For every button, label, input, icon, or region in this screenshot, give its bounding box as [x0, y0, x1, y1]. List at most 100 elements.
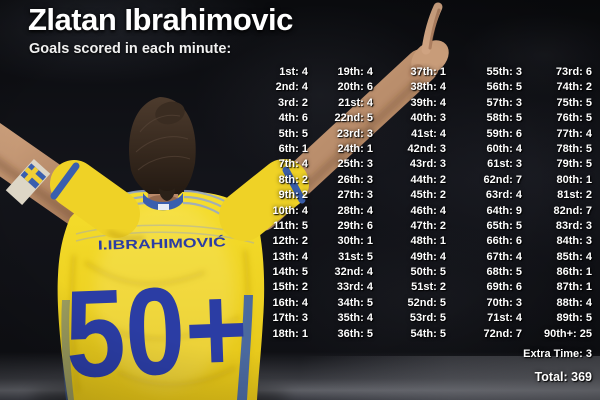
- collar-label: [158, 204, 169, 210]
- goals-table: 1st: 4 2nd: 4 3rd: 2 4th: 6 5th: 5 6th: 1 7th:…: [0, 65, 600, 345]
- goal-cell-72nd: 72nd: 7: [483, 327, 522, 340]
- head: [129, 97, 196, 211]
- goal-cell-33rd: 33rd: 4: [336, 281, 373, 294]
- goals-column-5: 73rd: 6 74th: 2 75th: 5 76th: 5 77th: 4 78th:…: [520, 65, 592, 342]
- goal-cell-66th: 66th: 6: [486, 235, 522, 248]
- torso-jersey: [57, 189, 265, 400]
- goal-cell-82nd: 82nd: 7: [553, 204, 592, 217]
- goal-cell-38th: 38th: 4: [410, 81, 446, 94]
- goal-cell-79th: 79th: 5: [556, 158, 592, 171]
- subtitle: Goals scored in each minute:: [29, 41, 232, 57]
- goal-cell-41st: 41st: 4: [411, 127, 446, 140]
- jersey-number: 50+: [63, 260, 250, 400]
- goal-cell-1st: 1st: 4: [279, 66, 308, 78]
- index-finger: [421, 2, 443, 55]
- goal-cell-61st: 61st: 3: [487, 158, 522, 171]
- goal-cell-80th: 80th: 1: [556, 173, 592, 186]
- goal-cell-71st: 71st: 4: [487, 312, 522, 325]
- goal-cell-7th: 7th: 4: [278, 158, 308, 171]
- jersey-name: I.IBRAHIMOVIĆ: [98, 234, 227, 252]
- goal-cell-47th: 47th: 2: [410, 219, 446, 232]
- hair-bun: [155, 101, 185, 125]
- goal-cell-57th: 57th: 3: [486, 96, 522, 109]
- goal-cell-40th: 40th: 3: [410, 112, 446, 125]
- collar: [143, 193, 183, 211]
- goal-cell-9th: 9th: 2: [278, 189, 308, 202]
- goal-cell-16th: 16th: 4: [272, 296, 308, 309]
- goal-cell-86th: 86th: 1: [556, 266, 592, 279]
- goal-cell-51st: 51st: 2: [411, 281, 446, 294]
- goal-cell-56th: 56th: 5: [486, 81, 522, 94]
- goal-cell-50th: 50th: 5: [410, 266, 446, 279]
- goals-column-4: 55th: 3 56th: 5 57th: 3 58th: 5 59th: 6 60th:…: [450, 65, 522, 342]
- goal-cell-39th: 39th: 4: [410, 96, 446, 109]
- goal-cell-84th: 84th: 3: [556, 235, 592, 248]
- jersey-side-stripe: [237, 295, 253, 400]
- goal-cell-37th: 37th: 1: [410, 66, 446, 78]
- goal-cell-62nd: 62nd: 7: [483, 173, 522, 186]
- goal-cell-22nd: 22nd: 5: [334, 112, 373, 125]
- goal-cell-85th: 85th: 4: [556, 250, 592, 263]
- goal-cell-73rd: 73rd: 6: [555, 66, 592, 78]
- goal-cell-48th: 48th: 1: [410, 235, 446, 248]
- goal-cell-23rd: 23rd: 3: [336, 127, 373, 140]
- total: Total: 369: [534, 370, 592, 384]
- goal-cell-24th: 24th: 1: [337, 142, 373, 155]
- goal-cell-32nd: 32nd: 4: [334, 266, 373, 279]
- ponytail: [159, 188, 175, 201]
- goal-cell-42nd: 42nd: 3: [407, 142, 446, 155]
- goal-cell-67th: 67th: 4: [486, 250, 522, 263]
- goal-cell-46th: 46th: 4: [410, 204, 446, 217]
- goal-cell-70th: 70th: 3: [486, 296, 522, 309]
- goal-cell-75th: 75th: 5: [556, 96, 592, 109]
- goal-cell-64th: 64th: 9: [486, 204, 522, 217]
- goal-cell-30th: 30th: 1: [337, 235, 373, 248]
- goal-cell-87th: 87th: 1: [556, 281, 592, 294]
- goal-cell-14th: 14th: 5: [272, 266, 308, 279]
- goal-cell-74th: 74th: 2: [556, 81, 592, 94]
- goal-cell-28th: 28th: 4: [337, 204, 373, 217]
- goal-cell-45th: 45th: 2: [410, 189, 446, 202]
- goal-cell-26th: 26th: 3: [337, 173, 373, 186]
- goal-cell-52nd: 52nd: 5: [407, 296, 446, 309]
- goal-cell-29th: 29th: 6: [337, 219, 373, 232]
- goal-cell-11th: 11th: 5: [273, 219, 308, 232]
- captain-armband: [5, 159, 51, 205]
- goal-cell-15th: 15th: 2: [272, 281, 308, 294]
- goal-cell-36th: 36th: 5: [337, 327, 373, 340]
- goal-cell-81st: 81st: 2: [557, 189, 592, 202]
- goal-cell-77th: 77th: 4: [556, 127, 592, 140]
- goal-cell-19th: 19th: 4: [337, 66, 373, 78]
- goal-cell-89th: 89th: 5: [556, 312, 592, 325]
- goal-cell-83rd: 83rd: 3: [555, 219, 592, 232]
- goal-cell-78th: 78th: 5: [556, 142, 592, 155]
- sleeves: [50, 159, 309, 241]
- goal-cell-5th: 5th: 5: [278, 127, 308, 140]
- goal-cell-6th: 6th: 1: [278, 142, 308, 155]
- goal-cell-44th: 44th: 2: [410, 173, 446, 186]
- goal-cell-54th: 54th: 5: [410, 327, 446, 340]
- goal-cell-69th: 69th: 6: [486, 281, 522, 294]
- goal-cell-43rd: 43rd: 3: [409, 158, 446, 171]
- goal-cell-20th: 20th: 6: [337, 81, 373, 94]
- goals-column-3: 37th: 1 38th: 4 39th: 4 40th: 3 41st: 4 42nd:…: [374, 65, 446, 342]
- goal-cell-13th: 13th: 4: [272, 250, 308, 263]
- goal-cell-8th: 8th: 2: [278, 173, 308, 186]
- pointing-hand: [407, 2, 449, 80]
- swedish-flag-icon: [20, 163, 47, 189]
- goal-cell-31st: 31st: 5: [338, 250, 373, 263]
- goal-cell-59th: 59th: 6: [486, 127, 522, 140]
- goal-cell-63rd: 63rd: 4: [485, 189, 522, 202]
- goal-cell-18th: 18th: 1: [272, 327, 308, 340]
- goal-cell-17th: 17th: 3: [272, 312, 308, 325]
- goal-cell-58th: 58th: 5: [486, 112, 522, 125]
- goal-cell-4th: 4th: 6: [278, 112, 308, 125]
- page-title: Zlatan Ibrahimovic: [28, 2, 293, 37]
- goal-cell-49th: 49th: 4: [410, 250, 446, 263]
- goal-cell-35th: 35th: 4: [337, 312, 373, 325]
- goal-cell-53rd: 53rd: 5: [409, 312, 446, 325]
- goal-cell-2nd: 2nd: 4: [275, 81, 308, 94]
- right-cuff-trim: [282, 166, 306, 204]
